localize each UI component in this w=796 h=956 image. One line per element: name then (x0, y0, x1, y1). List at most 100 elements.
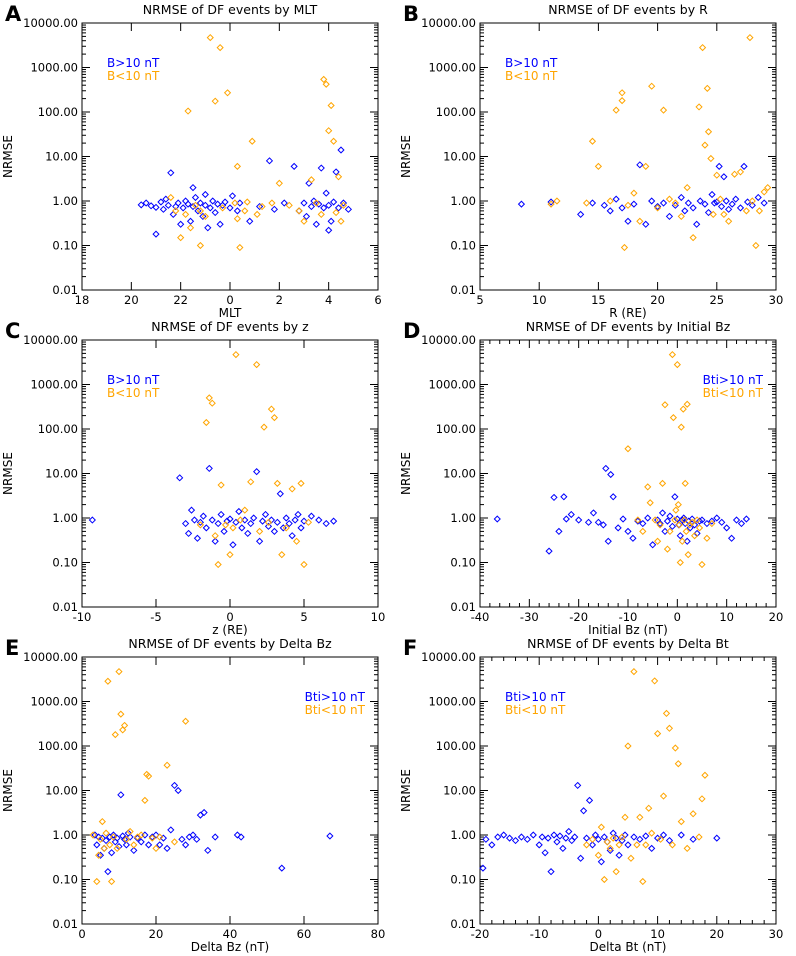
data-point (233, 207, 242, 215)
panel-e-ytick-label: 0.10 (52, 873, 78, 887)
panel-b-title: NRMSE of DF events by R (548, 2, 708, 17)
data-point (696, 197, 704, 205)
panel-b-ytick-label: 1.00 (450, 194, 476, 208)
data-point (223, 89, 232, 97)
data-point (704, 208, 713, 217)
data-point (562, 834, 570, 842)
data-point (665, 836, 674, 845)
data-point (636, 813, 644, 821)
data-point (199, 512, 207, 520)
data-point (208, 516, 216, 524)
data-point (653, 204, 662, 212)
data-point (291, 516, 299, 524)
data-point (181, 841, 190, 849)
panel-d-ytick-label: 1.00 (450, 511, 476, 525)
data-point (276, 490, 284, 498)
panel-f-xtick-label: -20 (471, 927, 490, 941)
panel-b-xtick-label: 10 (532, 293, 547, 307)
panel-a-ytick-label: 10000.00 (23, 16, 78, 30)
panel-e-ytick-label: 1000.00 (30, 695, 78, 709)
data-point (624, 201, 632, 209)
data-point (656, 835, 665, 843)
data-point (327, 217, 335, 225)
data-point (317, 164, 325, 172)
data-point (606, 846, 614, 855)
data-point (304, 518, 313, 526)
panel-a-ytick-label: 0.01 (52, 283, 78, 297)
data-point (541, 849, 549, 857)
data-point (736, 204, 745, 212)
data-point (736, 168, 745, 176)
data-point (217, 510, 225, 519)
data-point (666, 512, 674, 520)
data-point (517, 200, 526, 208)
data-point (575, 516, 583, 524)
data-point (633, 841, 641, 849)
data-point (689, 810, 697, 818)
data-point (648, 197, 656, 205)
data-point (624, 841, 632, 849)
data-point (723, 524, 731, 532)
panel-e-legend-1: Bti>10 nT (305, 690, 366, 704)
panel-c-xlabel: z (RE) (212, 623, 247, 637)
panel-a-xtick-label: 6 (374, 293, 381, 307)
data-point (630, 189, 638, 197)
data-point (216, 43, 224, 52)
data-point (690, 532, 699, 540)
data-point (231, 199, 239, 207)
data-point (550, 493, 558, 502)
data-point (322, 80, 330, 88)
panel-f-letter: F (403, 636, 417, 660)
data-point (163, 761, 171, 769)
data-point (618, 833, 626, 841)
data-point (228, 192, 237, 200)
data-point (177, 220, 185, 228)
data-point (659, 831, 668, 839)
data-point (152, 203, 160, 211)
data-point (130, 841, 138, 849)
data-point (547, 200, 555, 208)
data-point (505, 834, 514, 842)
data-point (156, 833, 164, 841)
data-point (275, 179, 283, 187)
data-point (144, 772, 153, 780)
panel-f-series-1 (479, 781, 721, 876)
data-point (639, 519, 647, 528)
data-point (141, 796, 149, 804)
panel-f: F NRMSE of DF events by Delta Bt 0.01 0.10 1… (399, 636, 783, 954)
data-point (186, 224, 195, 232)
panel-e-ytick-label: 10000.00 (23, 650, 78, 664)
data-point (325, 127, 333, 135)
data-point (565, 827, 573, 836)
data-point (255, 537, 264, 545)
data-point (677, 423, 685, 431)
data-point (268, 199, 276, 207)
data-point (193, 534, 202, 542)
data-point (334, 204, 343, 212)
data-point (709, 210, 717, 219)
data-point (120, 835, 129, 843)
panel-b-ytick-label: 0.01 (450, 283, 476, 297)
data-point (147, 202, 155, 210)
data-point (695, 833, 703, 841)
data-point (208, 399, 216, 407)
panel-b-xtick-label: 25 (709, 293, 724, 307)
data-point (196, 521, 205, 529)
data-point (594, 851, 603, 859)
panel-d-xtick-label: -30 (520, 610, 539, 624)
data-point (677, 212, 685, 221)
data-point (191, 193, 200, 202)
panel-d-legend-2: Bti<10 nT (703, 386, 764, 400)
panel-f-xtick-label: 0 (595, 927, 602, 941)
data-point (621, 813, 629, 821)
panel-b-legend-1: B>10 nT (505, 56, 558, 70)
data-point (645, 804, 653, 812)
panel-b-letter: B (403, 2, 419, 26)
data-point (187, 506, 196, 514)
data-point (157, 198, 165, 206)
panel-d-ytick-label: 1000.00 (428, 378, 476, 392)
data-point (544, 834, 552, 842)
data-point (727, 534, 736, 542)
data-point (233, 215, 242, 223)
